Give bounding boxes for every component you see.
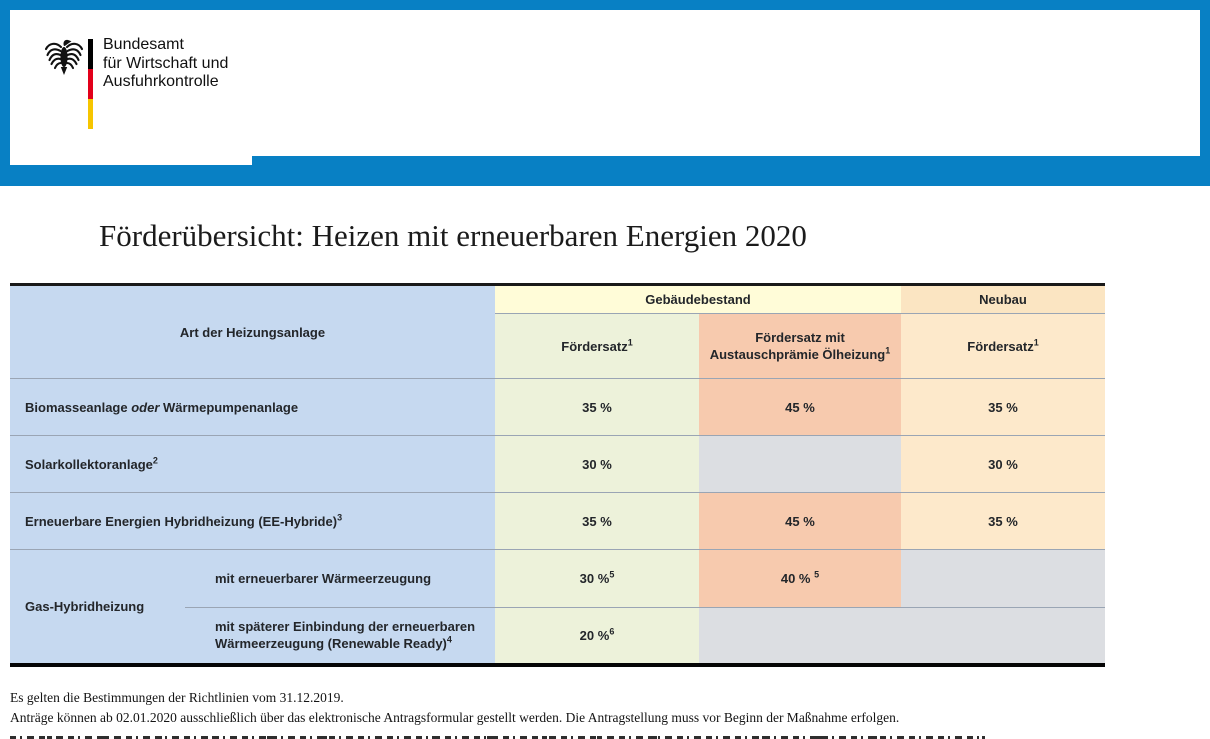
row-group-label: Gas-Hybridheizung (10, 550, 185, 663)
row-label: Biomasseanlage oder Wärmepumpenanlage (10, 378, 495, 435)
cell-austauschpraemie: 45 % (699, 378, 901, 435)
page-title: Förderübersicht: Heizen mit erneuerbaren… (99, 218, 807, 253)
subrow-label-renewable-ready: mit späterer Einbindung der erneuerbaren… (185, 606, 495, 663)
cell-neubau-empty (901, 550, 1105, 607)
group-header-neubau: Neubau (901, 286, 1105, 313)
table-header: Art der Heizungsanlage Gebäudebestand Ne… (10, 286, 1105, 378)
header-banner: Bundesamt für Wirtschaft und Ausfuhrkont… (0, 0, 1210, 186)
agency-name-line1: Bundesamt (103, 36, 184, 53)
table-row-solarkollektoranlage: Solarkollektoranlage2 30 % 30 % (10, 435, 1105, 492)
footer-note-antraege: Anträge können ab 02.01.2020 ausschließl… (10, 710, 900, 725)
agency-name-line3: Ausfuhrkontrolle (103, 73, 219, 90)
cell-foerdersatz: 20 %6 (495, 606, 699, 663)
cell-neubau: 35 % (901, 492, 1105, 549)
subheader-foerdersatz-neubau: Fördersatz1 (901, 313, 1105, 378)
cell-foerdersatz: 35 % (495, 492, 699, 549)
logo-card-tab (10, 156, 252, 165)
federal-colors-bar (88, 39, 93, 129)
cell-neubau: 30 % (901, 435, 1105, 492)
table-rowgroup-gas-hybridheizung: Gas-Hybridheizung mit erneuerbarer Wärme… (10, 549, 1105, 663)
cell-neubau: 35 % (901, 378, 1105, 435)
group-header-gebaeudebestand: Gebäudebestand (495, 286, 901, 313)
cell-austauschpraemie: 40 % 5 (699, 550, 901, 607)
cell-austauschpraemie: 45 % (699, 492, 901, 549)
cell-foerdersatz: 30 % (495, 435, 699, 492)
table-row-ee-hybride: Erneuerbare Energien Hybridheizung (EE-H… (10, 492, 1105, 549)
row-label: Erneuerbare Energien Hybridheizung (EE-H… (10, 492, 495, 549)
funding-table: Art der Heizungsanlage Gebäudebestand Ne… (10, 283, 1105, 667)
cell-foerdersatz: 30 %5 (495, 550, 699, 607)
agency-name-line2: für Wirtschaft und (103, 54, 229, 72)
logo-card: Bundesamt für Wirtschaft und Ausfuhrkont… (10, 10, 1200, 156)
federal-eagle-icon (44, 39, 84, 75)
cell-foerdersatz: 35 % (495, 378, 699, 435)
subrow-label-erneuerbare-waermeerzeugung: mit erneuerbarer Wärmeerzeugung (185, 550, 495, 607)
table-row-biomasse-waermepumpe: Biomasseanlage oder Wärmepumpenanlage 35… (10, 378, 1105, 435)
subheader-foerdersatz-austauschpraemie: Fördersatz mit Austauschprämie Ölheizung… (699, 313, 901, 378)
subheader-foerdersatz-bestand: Fördersatz1 (495, 313, 699, 378)
cell-neubau-empty (901, 606, 1105, 663)
cell-austauschpraemie-empty (699, 435, 901, 492)
cutoff-text-remnant (10, 736, 985, 739)
agency-name: Bundesamt für Wirtschaft und Ausfuhrkont… (103, 36, 228, 92)
column-header-art-der-heizungsanlage: Art der Heizungsanlage (10, 286, 495, 378)
footer-note-richtlinien: Es gelten die Bestimmungen der Richtlini… (10, 690, 344, 705)
cell-austauschpraemie-empty (699, 606, 901, 663)
row-label: Solarkollektoranlage2 (10, 435, 495, 492)
